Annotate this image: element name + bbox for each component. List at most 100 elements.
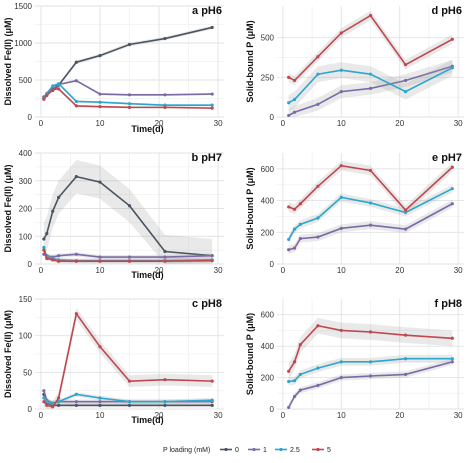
data-point (51, 401, 55, 405)
data-point (45, 400, 49, 404)
series-5 (42, 247, 214, 264)
series-2-5 (287, 184, 454, 244)
data-point (210, 103, 214, 107)
confidence-band (288, 317, 453, 380)
data-point (339, 31, 343, 35)
data-point (292, 379, 297, 383)
data-point (403, 357, 408, 361)
data-point (51, 84, 55, 88)
data-point (127, 105, 132, 109)
legend-label: 0 (235, 447, 239, 454)
data-point (210, 403, 214, 407)
data-point (287, 248, 291, 252)
data-point (98, 345, 102, 349)
x-tick-label: 10 (96, 411, 105, 420)
data-point (316, 55, 320, 59)
legend-swatch-point (224, 447, 228, 452)
y-axis-title: Solid-bound P (μM) (245, 20, 255, 102)
y-tick-label: 500 (261, 34, 275, 43)
data-point (368, 13, 373, 18)
data-point (403, 210, 408, 215)
data-point (42, 97, 46, 101)
data-point (316, 235, 320, 239)
data-point (403, 372, 408, 377)
data-point (127, 42, 132, 47)
data-point (292, 227, 297, 231)
data-point (316, 102, 320, 106)
panel-title: b pH7 (191, 152, 222, 164)
x-tick-label: 0 (281, 266, 286, 275)
data-point (403, 63, 408, 67)
data-point (298, 342, 302, 347)
data-point (98, 180, 102, 184)
data-point (298, 372, 302, 377)
x-tick-label: 30 (214, 119, 223, 128)
data-point (287, 405, 291, 410)
data-point (74, 174, 78, 179)
data-point (210, 254, 214, 258)
data-point (57, 254, 61, 258)
x-axis-title: Time(d) (131, 270, 163, 280)
y-tick-label: 100 (19, 332, 33, 341)
data-point (450, 165, 454, 169)
data-point (210, 259, 214, 263)
legend-label: 2.5 (290, 447, 300, 454)
x-tick-label: 10 (337, 119, 346, 128)
data-point (316, 72, 320, 76)
data-point (163, 400, 167, 404)
confidence-band (43, 247, 213, 264)
data-point (127, 93, 132, 97)
data-point (74, 99, 78, 104)
series-5 (287, 10, 454, 86)
series-5 (42, 307, 214, 409)
data-point (74, 60, 78, 64)
x-tick-label: 30 (214, 266, 223, 275)
series-0 (42, 159, 214, 264)
data-point (210, 379, 214, 383)
data-point (57, 400, 61, 404)
data-point (127, 255, 132, 259)
data-point (42, 248, 46, 252)
legend-swatch-point (252, 447, 256, 452)
y-tick-label: 200 (19, 205, 33, 214)
data-point (292, 360, 297, 364)
data-point (127, 379, 132, 383)
data-point (403, 227, 408, 231)
data-point (368, 223, 373, 227)
data-point (74, 79, 78, 83)
data-point (98, 400, 102, 404)
legend: P loading (mM) 0 1 2.5 5 (163, 447, 331, 454)
legend-label: 1 (263, 447, 267, 454)
x-tick-label: 0 (281, 411, 286, 420)
y-tick-label: 600 (261, 165, 275, 174)
y-tick-label: 200 (261, 374, 275, 383)
y-axis-title: Dissolved Fe(II) (μM) (3, 310, 13, 398)
panel-d: 0 10 20 30 0 250 500 Solid-bound P (μM) d pH6 (245, 5, 464, 128)
data-point (287, 369, 291, 373)
data-point (51, 258, 55, 262)
series-5 (287, 317, 454, 380)
y-tick-label: 1000 (14, 39, 32, 48)
x-tick-label: 30 (454, 266, 463, 275)
x-tick-label: 10 (96, 119, 105, 128)
x-tick-label: 10 (337, 266, 346, 275)
data-point (163, 255, 167, 259)
data-point (298, 222, 302, 226)
data-point (51, 209, 55, 213)
x-tick-label: 20 (395, 411, 404, 420)
data-point (292, 78, 297, 83)
x-tick-label: 20 (395, 266, 404, 275)
data-point (98, 259, 102, 263)
confidence-band (288, 358, 453, 409)
legend-title: P loading (mM) (163, 447, 210, 454)
data-point (287, 75, 291, 79)
data-point (163, 36, 167, 41)
y-tick-label: 0 (28, 405, 33, 414)
x-tick-label: 30 (454, 119, 463, 128)
data-point (45, 403, 49, 407)
data-point (368, 360, 373, 364)
data-point (57, 259, 61, 263)
data-point (42, 237, 46, 241)
y-tick-label: 100 (19, 232, 33, 241)
